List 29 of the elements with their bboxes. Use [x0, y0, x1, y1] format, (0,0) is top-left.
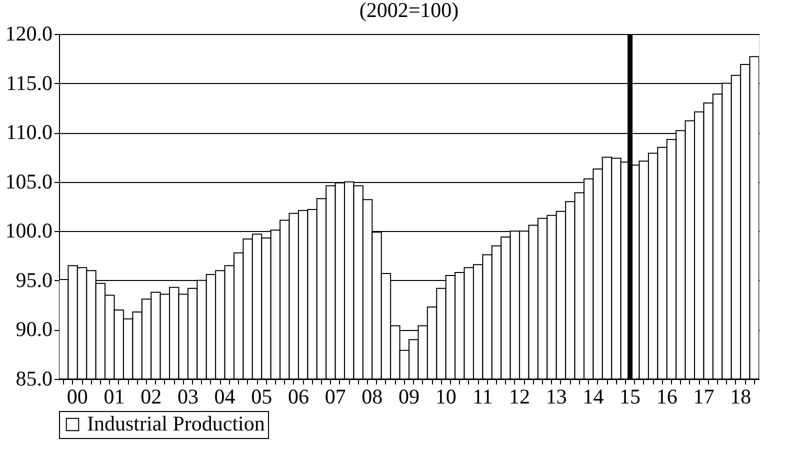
x-tick-label: 09 — [398, 384, 420, 408]
x-tick-label: 06 — [288, 384, 309, 408]
x-tick-label: 03 — [177, 384, 198, 408]
y-tick-label: 95.0 — [16, 268, 52, 292]
y-tick-label: 90.0 — [16, 317, 52, 342]
x-tick-label: 05 — [251, 384, 272, 408]
x-tick-label: 08 — [362, 384, 383, 408]
x-tick-label: 07 — [324, 384, 346, 408]
x-tick-label: 01 — [104, 384, 125, 408]
chart-title: (2002=100) — [359, 0, 459, 22]
x-tick-label: 18 — [730, 384, 752, 408]
y-tick-label: 120.0 — [5, 22, 52, 46]
x-tick-label: 15 — [620, 384, 641, 408]
x-tick-label: 13 — [546, 384, 567, 408]
y-tick-label: 110.0 — [6, 120, 52, 144]
x-tick-label: 10 — [435, 384, 456, 408]
y-tick-label: 85.0 — [16, 366, 52, 390]
x-tick-label: 16 — [656, 384, 678, 408]
legend-label: Industrial Production — [87, 412, 266, 436]
x-tick-label: 11 — [472, 384, 493, 408]
y-tick-label: 105.0 — [5, 169, 52, 194]
x-tick-label: 17 — [693, 384, 714, 408]
x-tick-label: 02 — [140, 384, 162, 408]
y-tick-label: 115.0 — [6, 70, 52, 95]
x-tick-label: 00 — [66, 384, 88, 408]
y-tick-label: 100.0 — [5, 218, 52, 243]
x-tick-label: 12 — [509, 384, 530, 408]
x-tick-label: 14 — [582, 384, 604, 408]
x-tick-label: 04 — [214, 384, 236, 408]
